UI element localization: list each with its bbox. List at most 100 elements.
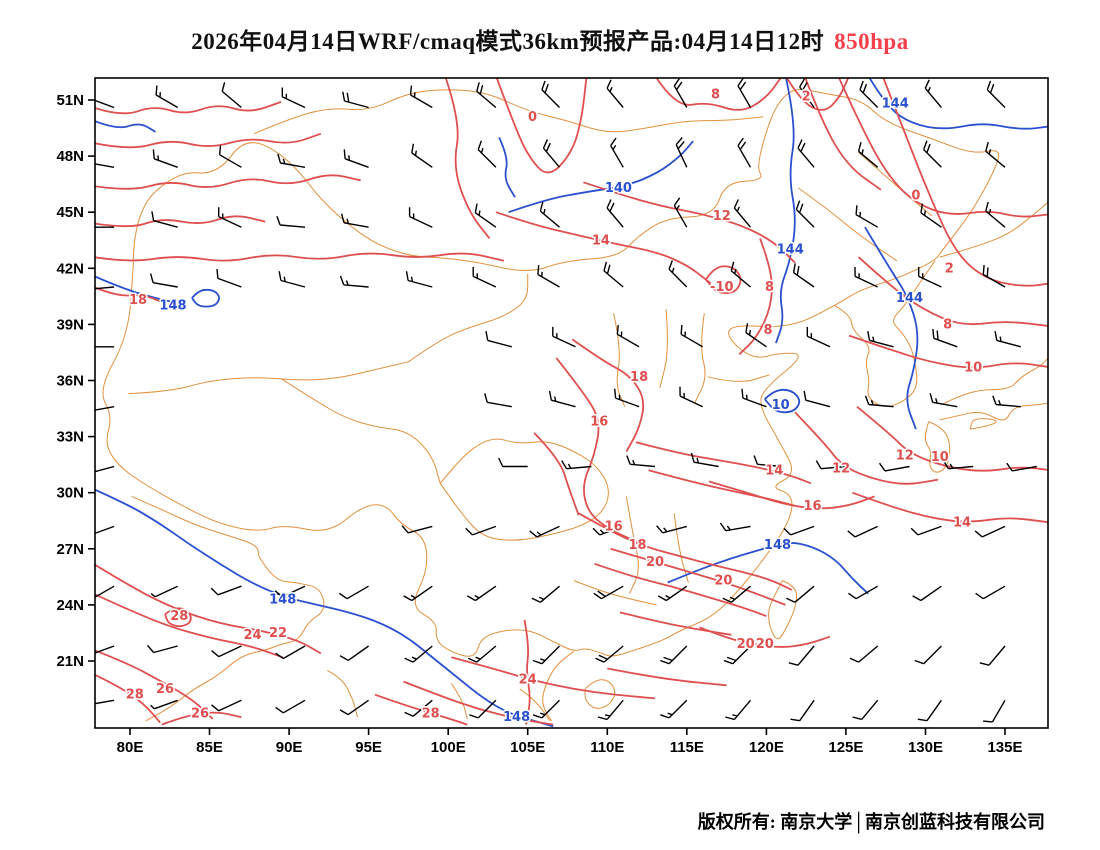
wind-barb: [910, 525, 942, 536]
wind-barb: [790, 699, 815, 722]
temp-contour: [403, 680, 554, 726]
coastline: [797, 187, 898, 262]
coastline: [573, 580, 657, 606]
wind-barb: [942, 460, 974, 470]
wind-barb: [529, 525, 560, 538]
wind-barb: [411, 143, 433, 168]
wind-barb: [595, 645, 624, 663]
temp-contour-label: 20: [737, 637, 755, 652]
coastline: [673, 513, 689, 583]
wind-barb: [614, 388, 640, 408]
coastline: [939, 402, 1048, 421]
coastline: [584, 679, 616, 709]
temp-contour-label: 10: [931, 450, 949, 465]
temp-contour-label: 26: [191, 706, 209, 721]
map-frame: [94, 77, 1049, 729]
wind-barb: [660, 699, 688, 719]
temp-contour-label: 26: [156, 682, 174, 697]
temp-contour: [785, 78, 850, 111]
temp-contour-label: 18: [129, 293, 147, 308]
temp-contour-label: 12: [713, 209, 731, 224]
wind-barb: [983, 699, 1006, 723]
wind-barb: [656, 525, 687, 534]
wind-barb: [799, 78, 815, 108]
wind-barb: [795, 200, 815, 228]
wind-barb: [542, 139, 561, 168]
temp-contour: [699, 626, 831, 648]
wind-barb: [737, 78, 752, 108]
coastline: [707, 374, 770, 382]
coastline: [941, 357, 1048, 406]
wind-barb: [339, 645, 370, 662]
temp-contour: [857, 256, 1048, 327]
x-axis-tick-label: 100E: [431, 739, 466, 756]
wind-barb: [219, 145, 242, 168]
chart-title: 2026年04月14日WRF/cmaq模式36km预报产品:04月14日12时 8…: [0, 22, 1100, 56]
temp-contour-label: 24: [243, 628, 261, 643]
coastline: [834, 260, 936, 407]
wind-barb: [561, 460, 592, 470]
height-contour: [764, 388, 801, 414]
temp-contour: [578, 512, 793, 591]
height-contour: [775, 78, 796, 344]
wind-barb: [150, 699, 178, 710]
temp-contour-label: 22: [269, 626, 287, 641]
temp-contour-label: 2: [802, 89, 811, 104]
temp-contour: [610, 547, 786, 606]
coastline: [969, 418, 997, 430]
wind-barb: [920, 203, 942, 228]
height-contour: [191, 288, 220, 308]
wind-barb: [914, 645, 942, 665]
wind-barb: [477, 140, 497, 168]
wind-barb: [730, 261, 751, 288]
temp-contour-label: -10: [710, 280, 734, 295]
temp-contour-label: 8: [763, 323, 772, 338]
y-axis-tick-label: 30N: [56, 485, 84, 502]
wind-barb: [339, 699, 370, 716]
wind-barb: [673, 78, 688, 108]
wind-barb: [626, 455, 656, 468]
wind-barb: [722, 585, 751, 603]
y-axis-tick-label: 51N: [56, 92, 84, 109]
wind-barb: [974, 525, 1006, 538]
wind-barb: [275, 645, 306, 660]
wind-barb: [216, 269, 242, 288]
wind-barb: [548, 390, 576, 408]
temp-contour: [95, 101, 282, 115]
temp-contour-label: 8: [943, 317, 952, 332]
coastline: [253, 89, 764, 135]
wind-barb: [855, 205, 879, 228]
wind-barb: [786, 585, 815, 603]
wind-barb: [929, 393, 958, 408]
coastline: [450, 683, 468, 720]
wind-barb: [484, 393, 512, 408]
temp-contour: [619, 611, 732, 636]
wind-barb: [982, 265, 1006, 288]
wind-barb: [852, 699, 879, 721]
height-contour: [95, 275, 182, 305]
wind-barb: [95, 226, 115, 228]
temp-contour-label: 28: [422, 706, 440, 721]
height-contour-label: 10: [772, 398, 790, 413]
temp-contour: [571, 338, 645, 453]
y-axis-tick-label: 39N: [56, 316, 84, 333]
temp-contour: [95, 215, 266, 228]
wind-barb: [210, 585, 242, 596]
wind-barb: [403, 585, 433, 602]
wind-barb: [1006, 462, 1037, 472]
chart-title-level: 850hpa: [834, 29, 909, 54]
wind-barb: [150, 585, 178, 598]
wind-barb: [146, 644, 178, 654]
height-contour: [95, 120, 156, 133]
wind-barb: [979, 645, 1006, 666]
temp-contour: [495, 78, 588, 174]
wind-barb: [95, 163, 115, 168]
x-axis-tick-label: 105E: [510, 739, 545, 756]
temp-contour-label: 14: [953, 516, 971, 531]
wind-barb: [660, 645, 688, 665]
wind-barb: [95, 699, 115, 705]
x-axis-tick-label: 85E: [196, 739, 223, 756]
wind-barb: [923, 140, 942, 168]
wind-barb: [95, 99, 115, 109]
